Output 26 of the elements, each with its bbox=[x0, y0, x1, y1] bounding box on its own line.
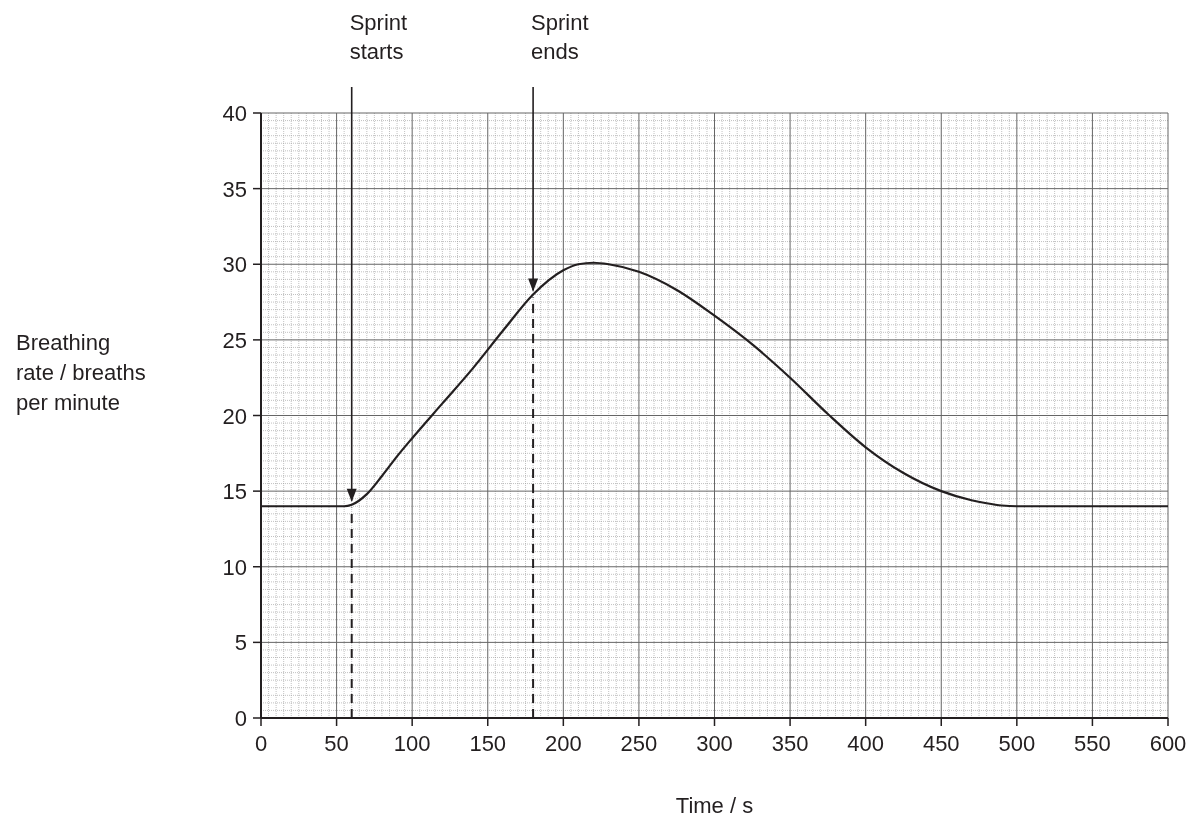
x-tick-label: 350 bbox=[771, 731, 809, 756]
x-tick-label: 550 bbox=[1074, 731, 1111, 756]
y-tick-label: 25 bbox=[222, 327, 247, 353]
x-tick-label: 0 bbox=[254, 731, 268, 756]
y-tick-label: 5 bbox=[234, 630, 247, 656]
x-tick-label: 450 bbox=[922, 731, 960, 756]
y-tick-label: 20 bbox=[222, 403, 247, 429]
y-axis-title: Breathing rate / breaths per minute bbox=[16, 330, 146, 415]
y-tick-label: 0 bbox=[234, 706, 247, 731]
y-tick-label: 35 bbox=[222, 176, 247, 202]
y-tick-label: 10 bbox=[222, 554, 247, 580]
x-tick-label: 250 bbox=[620, 731, 658, 756]
x-tick-label: 600 bbox=[1149, 731, 1187, 756]
y-tick-label: 15 bbox=[222, 479, 247, 505]
x-tick-label: 50 bbox=[324, 731, 349, 756]
ref-line-label: Sprint ends bbox=[531, 10, 589, 64]
ref-line-label: Sprint starts bbox=[349, 10, 408, 64]
x-tick-label: 400 bbox=[847, 731, 885, 756]
y-tick-label: 30 bbox=[222, 252, 247, 278]
x-tick-label: 200 bbox=[544, 731, 582, 756]
x-tick-label: 100 bbox=[393, 731, 431, 756]
x-tick-label: 500 bbox=[998, 731, 1036, 756]
x-tick-label: 150 bbox=[469, 731, 507, 756]
x-axis-title: Time / s bbox=[675, 793, 754, 818]
x-tick-label: 300 bbox=[696, 731, 733, 756]
y-tick-label: 40 bbox=[222, 101, 247, 126]
